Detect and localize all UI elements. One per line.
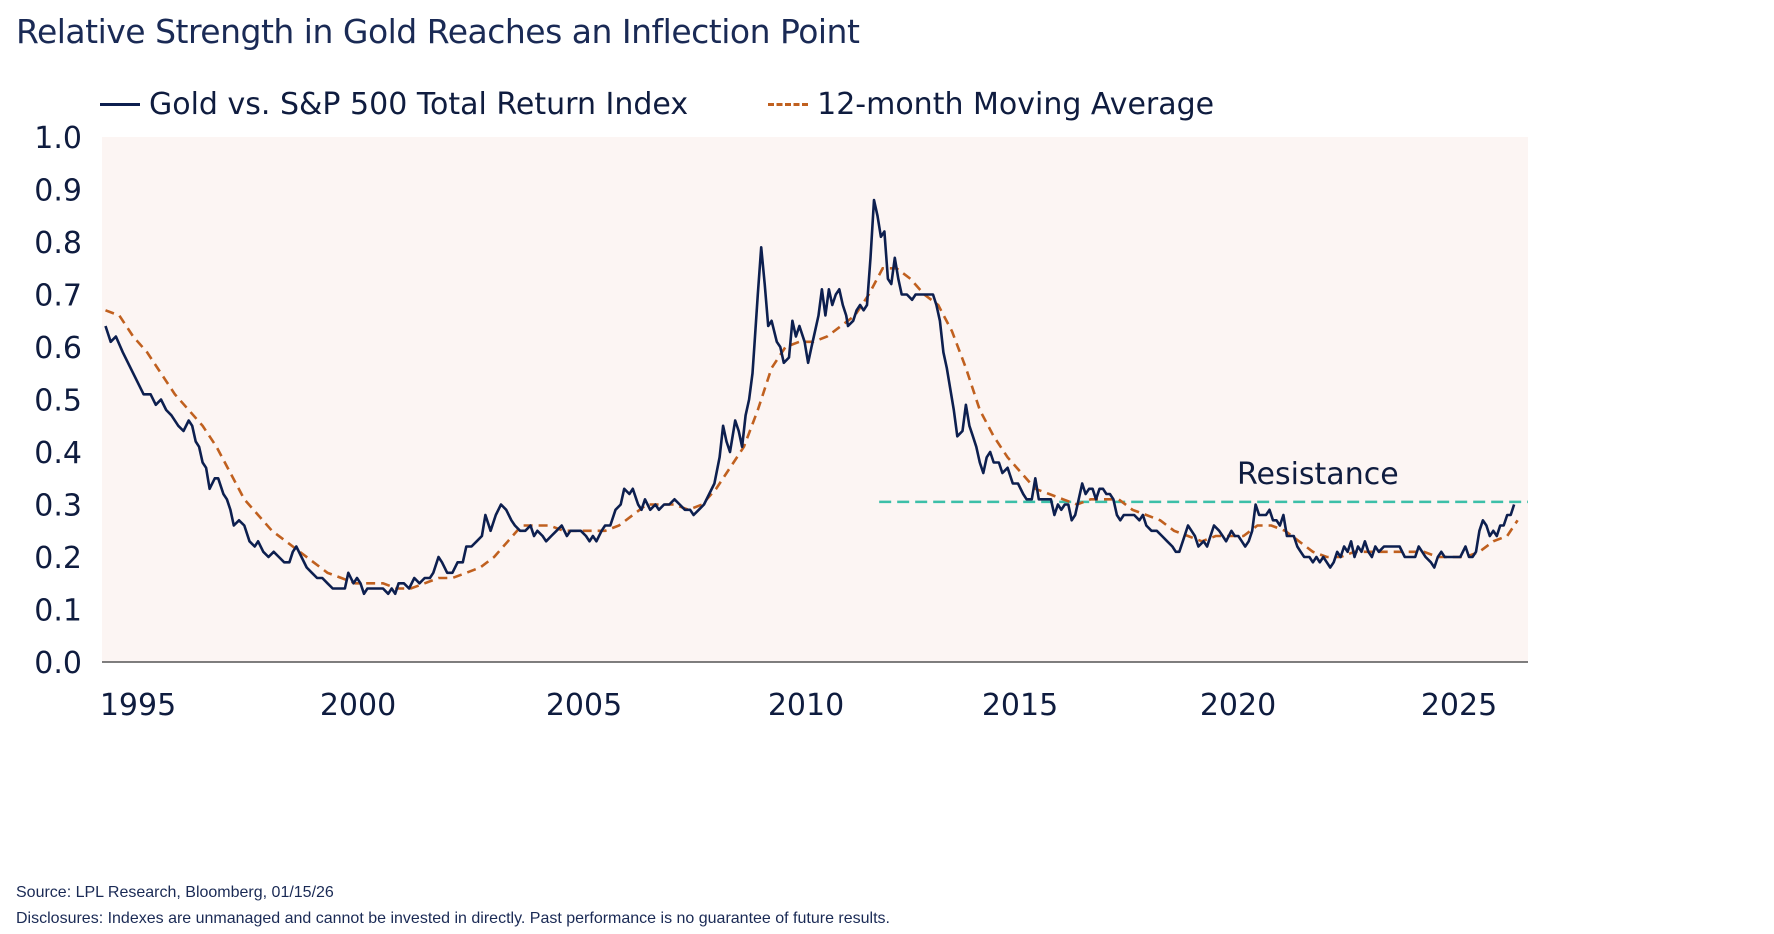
y-tick-label: 0.0 — [34, 646, 82, 681]
x-tick-label: 2015 — [982, 688, 1058, 723]
x-tick-label: 2005 — [546, 688, 622, 723]
y-tick-label: 0.4 — [34, 436, 82, 471]
y-tick-label: 1.0 — [34, 121, 82, 156]
chart-title: Relative Strength in Gold Reaches an Inf… — [16, 12, 860, 51]
resistance-label: Resistance — [1237, 457, 1399, 492]
legend-label-gold: Gold vs. S&P 500 Total Return Index — [149, 86, 689, 122]
x-axis: 1995 2000 2005 2010 2015 2020 2025 — [100, 688, 1497, 723]
y-tick-label: 0.9 — [34, 174, 82, 209]
legend-swatch-dashed — [768, 102, 809, 106]
y-tick-label: 0.7 — [34, 279, 82, 314]
x-tick-label: 2020 — [1200, 688, 1276, 723]
y-tick-label: 0.3 — [34, 489, 82, 524]
x-tick-label: 2000 — [320, 688, 396, 723]
y-tick-label: 0.5 — [34, 384, 82, 419]
disclosure-note: Disclosures: Indexes are unmanaged and c… — [16, 910, 890, 927]
y-tick-label: 0.8 — [34, 226, 82, 261]
x-tick-label: 2010 — [768, 688, 844, 723]
x-tick-label: 2025 — [1421, 688, 1497, 723]
legend-item-gold: Gold vs. S&P 500 Total Return Index — [100, 87, 688, 122]
legend-swatch-solid — [100, 102, 140, 106]
legend-label-moving-average: 12-month Moving Average — [817, 86, 1215, 122]
plot-background — [102, 137, 1528, 662]
y-tick-label: 0.1 — [34, 594, 82, 629]
y-tick-label: 0.6 — [34, 331, 82, 366]
chart-legend: Gold vs. S&P 500 Total Return Index 12-m… — [100, 84, 1294, 124]
y-tick-label: 0.2 — [34, 541, 82, 576]
legend-item-moving-average: 12-month Moving Average — [768, 87, 1214, 122]
x-tick-label: 1995 — [100, 688, 176, 723]
series-line-gold — [104, 198, 1516, 596]
y-axis: 0.0 0.1 0.2 0.3 0.4 0.5 0.6 0.7 0.8 0.9 1.0 — [34, 121, 82, 681]
source-note: Source: LPL Research, Bloomberg, 01/15/2… — [16, 884, 334, 901]
